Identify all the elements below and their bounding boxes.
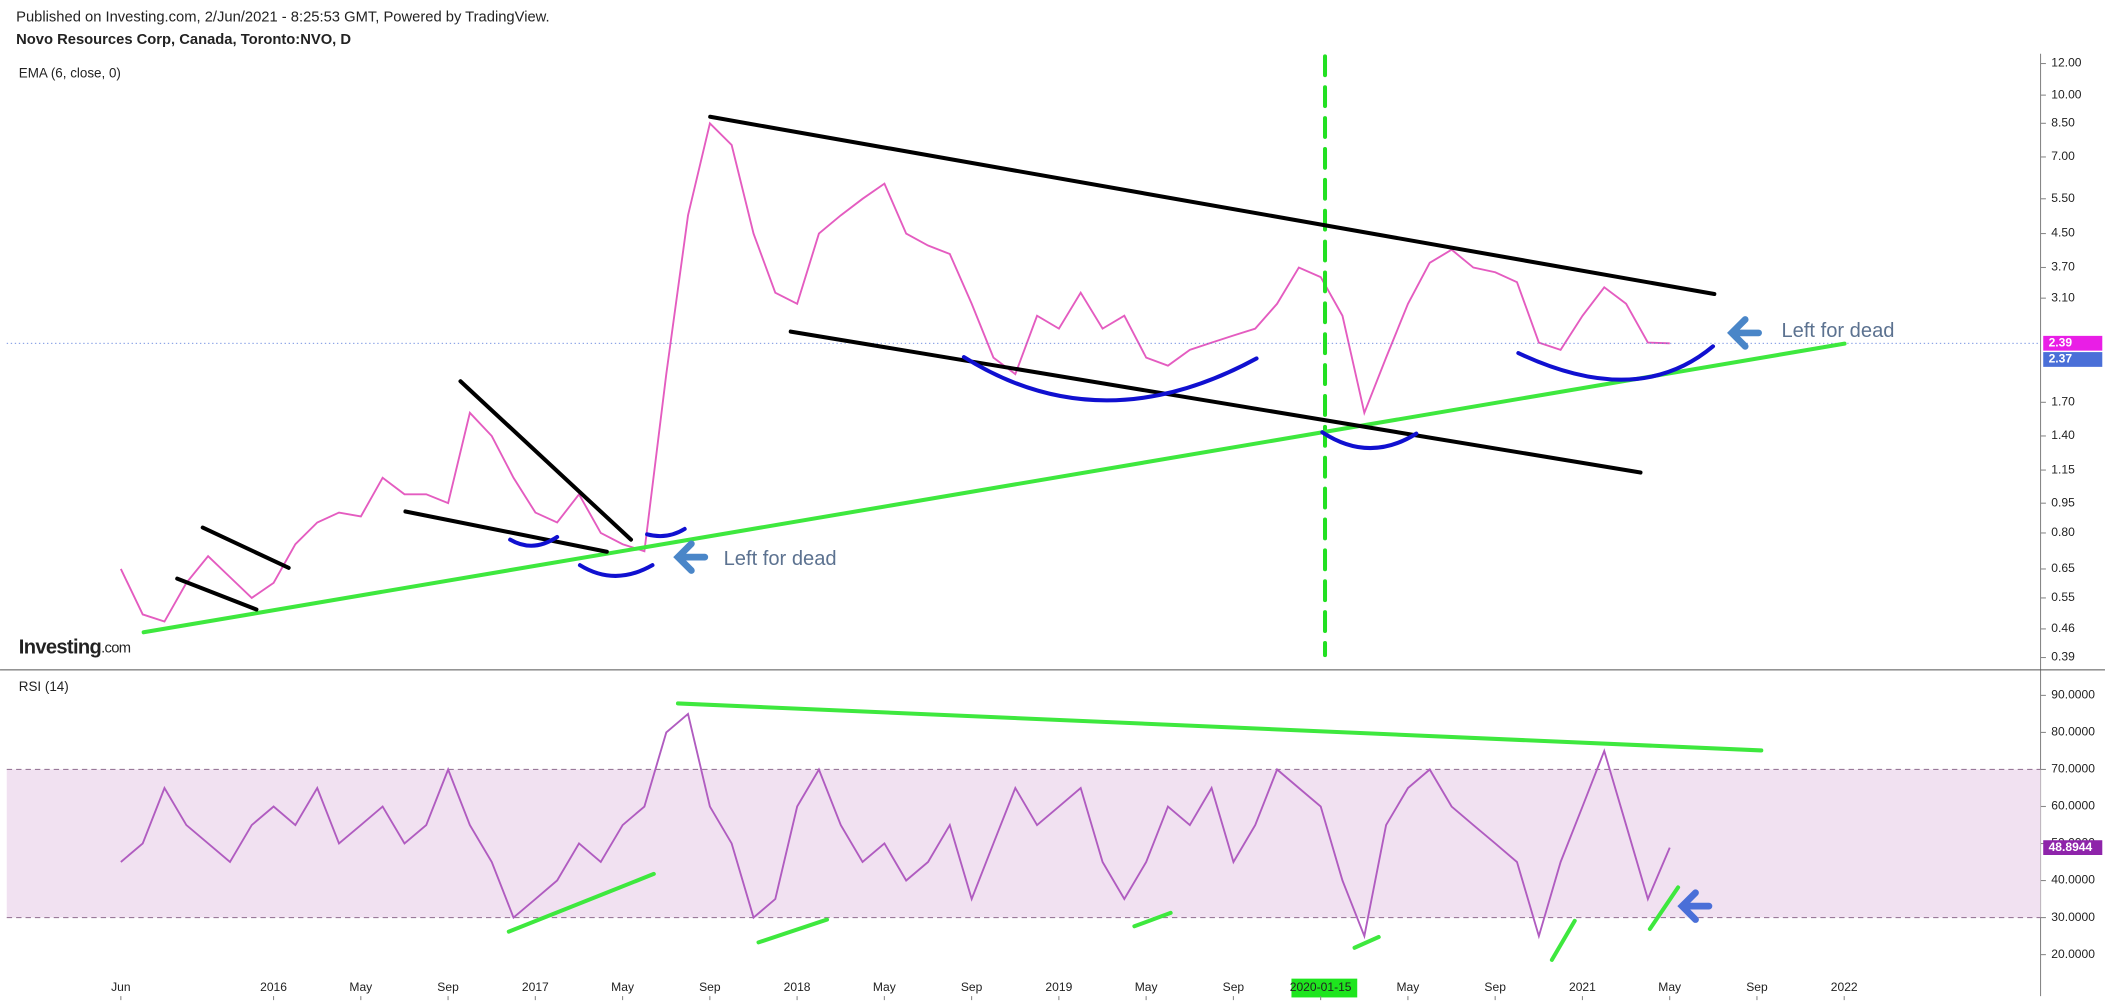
trend-line (200, 525, 291, 570)
x-tick-label: Sep (437, 980, 459, 994)
y-tick-label: 3.70 (2051, 260, 2075, 274)
series-line (119, 121, 1670, 623)
date-highlight (1291, 978, 1358, 998)
trend-line (175, 576, 259, 612)
y-tick-label: 1.40 (2051, 428, 2075, 442)
arc (961, 355, 1259, 403)
y-tick-label: 0.46 (2051, 621, 2075, 635)
trend-line (1132, 910, 1173, 929)
price-marker-label: 2.37 (2049, 352, 2073, 366)
annotation: Left for dead (1781, 320, 1894, 342)
logo-suffix: .com (101, 640, 131, 656)
x-tick-label: 2017 (522, 980, 549, 994)
x-tick-label: May (873, 980, 897, 994)
arc (645, 526, 687, 539)
y-tick-label: 20.0000 (2051, 947, 2095, 961)
y-tick-label: 40.0000 (2051, 873, 2095, 887)
y-tick-label: 12.00 (2051, 56, 2082, 70)
arc (508, 534, 560, 548)
arrow (673, 540, 709, 574)
drawings (141, 54, 1847, 962)
trend-line (675, 701, 1764, 753)
x-tick-label: 2018 (784, 980, 811, 994)
symbol-title: Novo Resources Corp, Canada, Toronto:NVO… (16, 32, 351, 48)
arc (1320, 430, 1419, 450)
logo: Investing.com (19, 637, 131, 659)
y-tick-label: 80.0000 (2051, 725, 2095, 739)
y-tick-label: 8.50 (2051, 115, 2075, 129)
x-tick-label: May (1396, 980, 1420, 994)
x-tick-label: May (611, 980, 635, 994)
y-tick-label: 1.15 (2051, 462, 2075, 476)
y-tick-label: 1.70 (2051, 394, 2075, 408)
x-tick-label: May (349, 980, 373, 994)
trend-line (141, 341, 1847, 635)
price-marker (2043, 335, 2103, 351)
arc (577, 563, 655, 578)
trend-line (788, 329, 1643, 475)
panel-title: RSI (14) (19, 679, 69, 694)
y-tick-label: 60.0000 (2051, 799, 2095, 813)
x-tick-label: Jun (111, 980, 130, 994)
logo-text: Investing (19, 637, 101, 659)
x-tick-label: 2019 (1045, 980, 1072, 994)
annotation: Left for dead (724, 548, 837, 570)
x-tick-label: 2021 (1569, 980, 1596, 994)
y-tick-label: 90.0000 (2051, 688, 2095, 702)
y-tick-label: 4.50 (2051, 226, 2075, 240)
y-tick-label: 0.39 (2051, 650, 2075, 664)
price-marker-label: 48.8944 (2049, 840, 2093, 854)
price-marker (2043, 840, 2103, 855)
x-tick-label: 2016 (260, 980, 287, 994)
y-tick-label: 10.00 (2051, 87, 2082, 101)
arc (1516, 344, 1715, 382)
series-line (120, 712, 1671, 940)
price-marker-label: 2.39 (2049, 335, 2073, 349)
y-tick-label: 3.10 (2051, 290, 2075, 304)
panel-title: EMA (6, close, 0) (19, 65, 121, 80)
y-tick-label: 70.0000 (2051, 762, 2095, 776)
trend-line (458, 379, 633, 542)
x-tick-label: Sep (1223, 980, 1245, 994)
y-tick-label: 0.80 (2051, 525, 2075, 539)
y-tick-label: 0.95 (2051, 495, 2075, 509)
y-tick-label: 7.00 (2051, 149, 2075, 163)
trend-line (1647, 885, 1681, 931)
trend-line (506, 871, 656, 934)
trend-line (403, 509, 609, 554)
x-tick-label: May (1658, 980, 1682, 994)
price-marker (2043, 352, 2103, 367)
x-tick-label: Sep (1484, 980, 1506, 994)
trend-line (756, 917, 829, 945)
trend-line (1549, 918, 1577, 962)
x-tick-label: 2022 (1831, 980, 1858, 994)
y-tick-label: 30.0000 (2051, 910, 2095, 924)
x-tick-label: 2020-01-15 (1290, 980, 1352, 994)
x-tick-label: Sep (1746, 980, 1768, 994)
trend-line (1352, 935, 1381, 950)
y-tick-label: 0.65 (2051, 561, 2075, 575)
x-tick-label: Sep (961, 980, 983, 994)
arrow (1727, 316, 1762, 350)
y-tick-label: 5.50 (2051, 191, 2075, 205)
x-tick-label: Sep (699, 980, 721, 994)
published-note: Published on Investing.com, 2/Jun/2021 -… (16, 9, 549, 25)
trend-line (708, 114, 1717, 297)
arrow (1677, 889, 1713, 923)
band (6, 769, 2041, 918)
x-tick-label: May (1135, 980, 1159, 994)
y-tick-label: 0.55 (2051, 590, 2075, 604)
